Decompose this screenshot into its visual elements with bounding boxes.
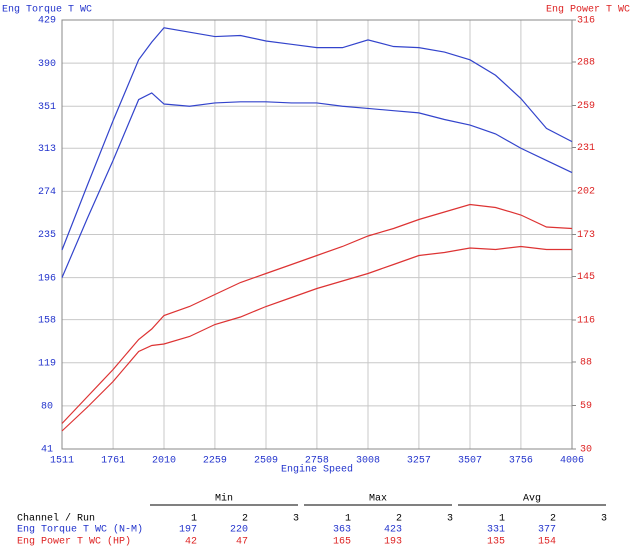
y2-tick-label: 30 [580, 445, 592, 456]
x-tick-label: 2010 [152, 456, 176, 467]
x-tick-label: 2509 [254, 456, 278, 467]
x-tick-label: 3257 [407, 456, 431, 467]
y-tick-label: 390 [38, 59, 56, 70]
y2-axis-label: Eng Power T WC [546, 5, 630, 16]
y2-tick-label: 288 [577, 58, 595, 69]
table-value: 331 [487, 525, 505, 536]
y2-tick-label: 88 [580, 358, 592, 369]
y-tick-label: 196 [38, 273, 56, 284]
y-tick-label: 313 [38, 144, 56, 155]
table-value: 193 [384, 537, 402, 548]
table-group: Avg [523, 494, 541, 505]
table-run: 1 [499, 514, 505, 525]
y2-tick-label: 145 [577, 272, 595, 283]
row-label: Eng Torque T WC (N-M) [17, 524, 143, 536]
y2-tick-label: 202 [577, 187, 595, 198]
table-group: Max [369, 494, 387, 505]
y-tick-label: 41 [41, 445, 53, 456]
y-tick-label: 274 [38, 187, 56, 198]
table-run: 1 [345, 514, 351, 525]
x-tick-label: 2758 [305, 456, 329, 467]
series-line [61, 203, 573, 424]
y-tick-label: 119 [38, 358, 56, 369]
table-value: 47 [236, 537, 248, 548]
table-run: 3 [293, 514, 299, 525]
series-line [61, 245, 572, 432]
table-run: 2 [396, 514, 402, 525]
y2-tick-label: 173 [577, 230, 595, 241]
y-tick-label: 80 [41, 402, 53, 413]
y2-tick-label: 259 [577, 101, 595, 112]
x-tick-label: 3008 [356, 456, 380, 467]
table-run: 2 [242, 514, 248, 525]
table-value: 377 [538, 525, 556, 536]
y-tick-label: 235 [38, 230, 56, 241]
table-header: Channel / Run [17, 513, 95, 525]
table-value: 363 [333, 525, 351, 536]
y2-tick-label: 59 [580, 401, 592, 412]
x-tick-label: 1511 [50, 456, 74, 467]
table-run: 3 [447, 514, 453, 525]
table-value: 165 [333, 537, 351, 548]
x-tick-label: 3756 [509, 456, 533, 467]
table-value: 135 [487, 537, 505, 548]
y-axis-label: Eng Torque T WC [2, 5, 92, 16]
x-tick-label: 2259 [203, 456, 227, 467]
table-group: Min [215, 493, 233, 505]
table-value: 197 [179, 525, 197, 536]
plot-border [61, 19, 573, 450]
x-tick-label: 3507 [458, 456, 482, 467]
y2-tick-label: 116 [577, 316, 595, 327]
series-line [61, 92, 573, 278]
y-tick-label: 351 [38, 102, 56, 113]
row-label: Eng Power T WC (HP) [17, 536, 131, 548]
x-axis-label: Engine Speed [281, 464, 353, 476]
table-run: 2 [550, 514, 556, 525]
series-line [61, 27, 573, 251]
table-value: 220 [230, 525, 248, 536]
table-value: 423 [384, 525, 402, 536]
y-tick-label: 429 [38, 16, 56, 27]
table-value: 154 [538, 537, 556, 548]
table-value: 42 [185, 537, 197, 548]
y-tick-label: 158 [38, 315, 56, 326]
x-tick-label: 4006 [560, 456, 584, 467]
x-tick-label: 1761 [101, 456, 125, 467]
table-run: 3 [601, 514, 607, 525]
table-run: 1 [191, 514, 197, 525]
y2-tick-label: 316 [577, 16, 595, 27]
y2-tick-label: 231 [577, 143, 595, 154]
